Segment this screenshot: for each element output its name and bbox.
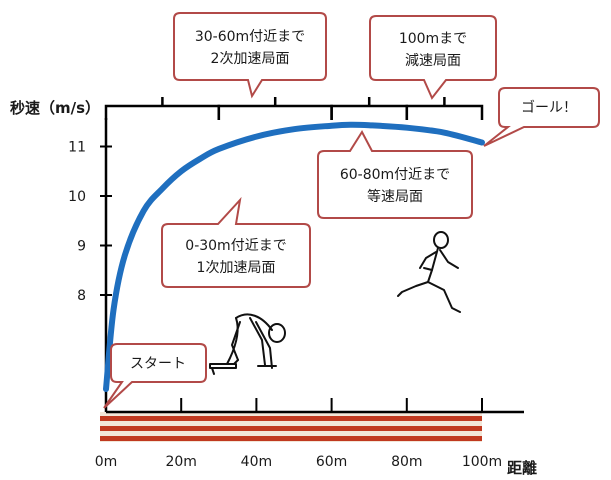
y-axis-title: 秒速（m/s） <box>10 99 100 117</box>
running-sprinter-illustration <box>397 231 461 313</box>
phase3-callout-line2: 等速局面 <box>367 188 423 205</box>
x-tick-label: 40m <box>241 454 272 470</box>
velocity-curve <box>103 121 485 393</box>
x-tick-label: 80m <box>391 454 422 470</box>
crouching-start-runner-illustration <box>209 313 286 375</box>
y-tick-label: 11 <box>68 140 86 156</box>
phase3-callout: 60-80m付近まで 等速局面 <box>317 130 473 219</box>
goal-callout: ゴール！ <box>483 87 600 147</box>
start-callout: スタート <box>103 343 207 409</box>
phase2-callout-line2: 2次加速局面 <box>211 51 290 67</box>
phase-bracket <box>217 97 333 120</box>
phase4-callout-line1: 100mまで <box>399 31 467 47</box>
x-axis-title: 距離 <box>507 459 537 477</box>
running-track <box>100 412 482 442</box>
x-tick-label: 0m <box>95 454 118 470</box>
x-tick-label: 100m <box>462 454 502 470</box>
phase-bracket <box>104 97 221 120</box>
phase-brackets <box>104 97 484 120</box>
phase1-callout-line2: 1次加速局面 <box>197 260 276 276</box>
phase2-callout-line1: 30-60m付近まで <box>195 29 305 45</box>
start-callout-text: スタート <box>130 356 186 372</box>
x-tick-label: 20m <box>165 454 196 470</box>
phase1-callout-line1: 0-30m付近まで <box>185 238 286 254</box>
y-tick-label: 8 <box>77 288 86 304</box>
phase4-callout-line2: 減速局面 <box>405 52 461 69</box>
phase-bracket <box>330 97 409 120</box>
phase4-callout: 100mまで 減速局面 <box>369 15 497 100</box>
phase2-callout: 30-60m付近まで 2次加速局面 <box>173 12 327 99</box>
phase1-callout: 0-30m付近まで 1次加速局面 <box>161 196 311 288</box>
x-tick-label: 60m <box>316 454 347 470</box>
phase3-callout-line1: 60-80m付近まで <box>340 167 450 183</box>
y-tick-label: 10 <box>68 189 86 205</box>
goal-callout-text: ゴール！ <box>521 99 577 116</box>
phase-bracket <box>405 97 484 120</box>
y-tick-label: 9 <box>77 239 86 255</box>
